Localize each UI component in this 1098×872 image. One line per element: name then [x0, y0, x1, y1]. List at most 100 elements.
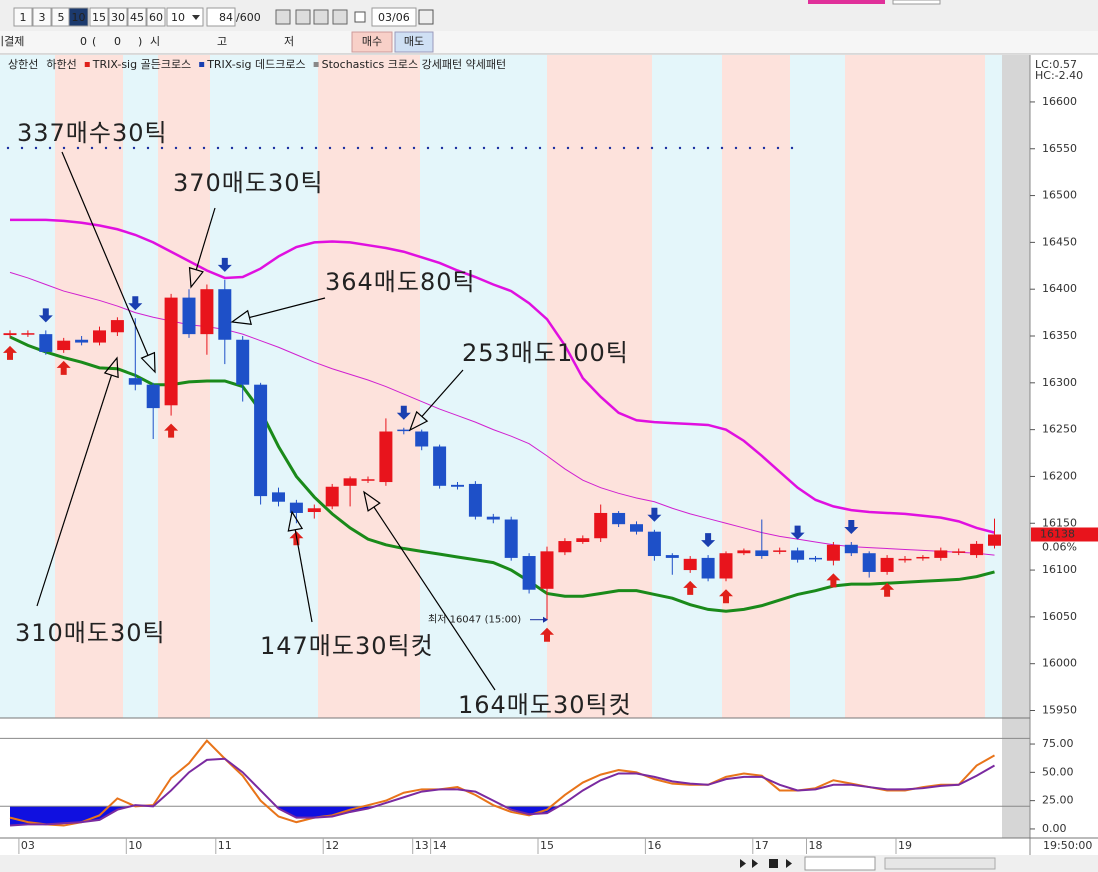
dot [286, 146, 290, 150]
calendar-icon[interactable] [418, 9, 434, 25]
candle-body [164, 297, 178, 406]
tool-icon[interactable] [275, 9, 291, 25]
band [547, 55, 652, 718]
dot [440, 146, 444, 150]
candle-body [218, 289, 232, 340]
main-plot: 최저 16047 (15:00) [3, 218, 1001, 642]
period-button[interactable] [127, 7, 147, 27]
date-box[interactable] [371, 7, 417, 27]
dropdown-icon[interactable] [192, 15, 200, 20]
legend-item: Stochastics 크로스 강세패턴 약세패턴 [322, 57, 506, 71]
candle-body [647, 531, 661, 557]
y-tick-label: 75.00 [1042, 737, 1074, 750]
tool-icon[interactable] [332, 9, 348, 25]
legend-item: TRIX-sig 데드크로스 [206, 58, 305, 71]
candle-body [934, 550, 948, 558]
period-label[interactable]: 15 [92, 11, 106, 24]
y-tick-label: 0.00 [1042, 822, 1067, 835]
sell-signal [790, 525, 805, 540]
sell-button[interactable] [394, 31, 434, 53]
dot [34, 146, 38, 150]
tool-icon[interactable] [313, 9, 329, 25]
scroll-icon[interactable] [786, 859, 792, 868]
axes: 15950 16000 16050 16100 16150 16200 16250 16300… [18, 58, 1098, 854]
annotation: 147매도30틱컷 [260, 632, 434, 660]
annotation: 370매도30틱 [173, 169, 324, 197]
candle-body [701, 557, 715, 579]
tool-icon[interactable] [295, 9, 311, 25]
dot [104, 146, 108, 150]
dot [748, 146, 752, 150]
period-label[interactable]: 30 [111, 11, 125, 24]
annotation: 364매도80틱 [325, 268, 476, 296]
scroll-controls[interactable] [740, 856, 996, 871]
price-tag [1031, 527, 1098, 542]
y-tick-label: 16250 [1042, 423, 1077, 436]
candle-body [325, 486, 339, 507]
dot [342, 146, 346, 150]
stochastic-panel [0, 737, 1030, 827]
count-box[interactable] [206, 7, 236, 27]
x-tick-label: 17 [755, 839, 769, 852]
buy-label[interactable]: 매수 [362, 35, 382, 48]
candle-body [146, 384, 160, 409]
dot [636, 146, 640, 150]
x-tick-label: 10 [128, 839, 142, 852]
candle-body [719, 553, 733, 579]
count-value[interactable]: 84 [219, 11, 233, 24]
zoom-controls[interactable] [884, 857, 996, 870]
annotation-arrow [36, 374, 113, 607]
buy-button[interactable] [351, 31, 393, 53]
legend-swatch [84, 62, 90, 67]
sell-signal [217, 257, 232, 272]
x-tick-label: 19 [898, 839, 912, 852]
x-tick-label: 11 [218, 839, 232, 852]
scroll-track[interactable] [804, 856, 876, 871]
low-pointer-head [543, 616, 548, 623]
dot [384, 146, 388, 150]
period-label[interactable]: 5 [58, 11, 65, 24]
dot [356, 146, 360, 150]
y-tick-label: 16500 [1042, 189, 1077, 202]
x-tick-label: 14 [433, 839, 447, 852]
period-button[interactable] [108, 7, 128, 27]
period-label[interactable]: 3 [39, 11, 46, 24]
candle-body [451, 484, 464, 487]
candle-body [182, 297, 196, 335]
scroll-icon[interactable] [752, 859, 758, 868]
period-button[interactable] [68, 7, 89, 27]
dot [454, 146, 458, 150]
scroll-icon[interactable] [740, 859, 746, 868]
checkbox[interactable] [354, 11, 366, 23]
dot [566, 146, 570, 150]
period-label[interactable]: 45 [130, 11, 144, 24]
period-label[interactable]: 60 [149, 11, 163, 24]
candle-body [254, 384, 268, 497]
period-button[interactable] [146, 7, 166, 27]
annotation-arrow [294, 529, 313, 623]
label: 저 [284, 35, 294, 48]
scroll-icon[interactable] [769, 859, 778, 868]
buy-signal [826, 573, 841, 588]
sell-signal [844, 519, 859, 534]
candle-body [988, 534, 1001, 546]
candle-body [128, 378, 142, 385]
buy-signal [164, 423, 179, 438]
period-select[interactable] [166, 7, 204, 27]
candle-body [826, 544, 840, 561]
legend-swatch [313, 62, 319, 67]
period-button[interactable] [32, 7, 52, 27]
period-label[interactable]: 1 [20, 11, 27, 24]
y-tick-label: 50.00 [1042, 765, 1074, 778]
candle-body [630, 524, 643, 532]
annotation-arrowhead [188, 266, 204, 289]
date-value[interactable]: 03/06 [378, 11, 410, 24]
period-label[interactable]: 10 [72, 11, 86, 24]
period-button[interactable] [89, 7, 109, 27]
y-tick-label: 16200 [1042, 469, 1077, 482]
period-select-value[interactable]: 10 [171, 11, 185, 24]
sell-label[interactable]: 매도 [404, 35, 424, 48]
period-button[interactable] [13, 7, 33, 27]
candle-body [361, 479, 375, 481]
dot [790, 146, 794, 150]
